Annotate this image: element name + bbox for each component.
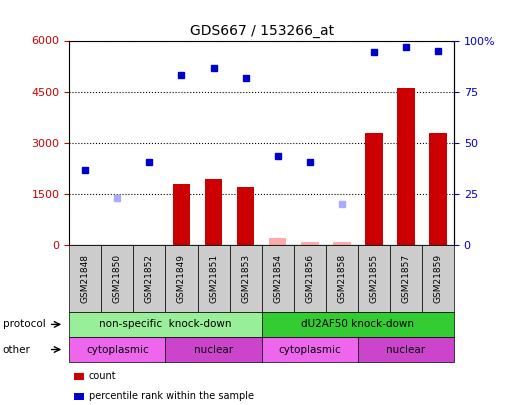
Text: GSM21855: GSM21855 bbox=[369, 254, 379, 303]
Text: GSM21856: GSM21856 bbox=[305, 254, 314, 303]
Bar bbox=[333, 242, 350, 245]
Text: nuclear: nuclear bbox=[194, 345, 233, 354]
Text: GSM21858: GSM21858 bbox=[337, 254, 346, 303]
Text: GSM21848: GSM21848 bbox=[81, 254, 90, 303]
Bar bbox=[397, 88, 415, 245]
Text: non-specific  knock-down: non-specific knock-down bbox=[99, 320, 232, 329]
Text: GSM21859: GSM21859 bbox=[433, 254, 443, 303]
Text: protocol: protocol bbox=[3, 320, 45, 329]
Bar bbox=[237, 187, 254, 245]
Text: other: other bbox=[3, 345, 30, 354]
Bar bbox=[205, 179, 222, 245]
Text: percentile rank within the sample: percentile rank within the sample bbox=[89, 392, 254, 401]
Text: GSM21851: GSM21851 bbox=[209, 254, 218, 303]
Bar bbox=[365, 132, 383, 245]
Text: cytoplasmic: cytoplasmic bbox=[279, 345, 341, 354]
Text: GSM21857: GSM21857 bbox=[401, 254, 410, 303]
Bar bbox=[429, 132, 447, 245]
Text: count: count bbox=[89, 371, 116, 381]
Text: GSM21850: GSM21850 bbox=[113, 254, 122, 303]
Title: GDS667 / 153266_at: GDS667 / 153266_at bbox=[190, 24, 333, 38]
Text: GSM21854: GSM21854 bbox=[273, 254, 282, 303]
Text: GSM21852: GSM21852 bbox=[145, 254, 154, 303]
Text: cytoplasmic: cytoplasmic bbox=[86, 345, 149, 354]
Text: nuclear: nuclear bbox=[386, 345, 425, 354]
Bar bbox=[173, 184, 190, 245]
Bar bbox=[269, 238, 286, 245]
Text: GSM21849: GSM21849 bbox=[177, 254, 186, 303]
Bar bbox=[301, 242, 319, 245]
Text: GSM21853: GSM21853 bbox=[241, 254, 250, 303]
Text: dU2AF50 knock-down: dU2AF50 knock-down bbox=[301, 320, 415, 329]
